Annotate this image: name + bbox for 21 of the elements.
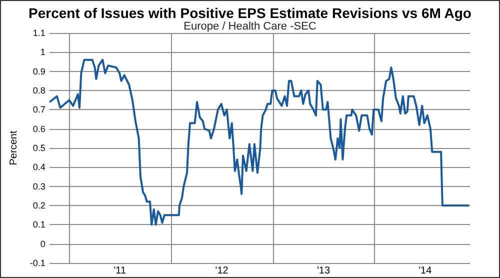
line-series (48, 58, 470, 226)
chart-title: Percent of Issues with Positive EPS Estimate Revisions vs 6M Ago (28, 5, 472, 21)
y-tick-label: 0.9 (32, 66, 46, 76)
y-tick-label: 0.6 (32, 124, 46, 134)
y-tick-label: 0.5 (32, 143, 46, 153)
x-tick-label: '12 (215, 266, 229, 276)
y-tick-label: 0.7 (32, 104, 46, 115)
y-tick-label: 0 (40, 238, 46, 249)
y-tick-label: 1 (40, 47, 46, 58)
y-tick-label: 0.1 (32, 220, 46, 230)
y-tick-label: 0.8 (32, 86, 46, 96)
x-tick-label: '13 (316, 266, 330, 276)
y-tick-label: -0.1 (30, 258, 46, 268)
x-tick-label: '11 (114, 266, 126, 276)
y-axis-title: Percent (8, 130, 20, 166)
chart-subtitle: Europe / Health Care -SEC (184, 20, 316, 32)
y-tick-label: 0.2 (32, 200, 46, 210)
y-tick-label: 0.4 (32, 162, 46, 172)
y-tick-label: 1.1 (32, 28, 46, 38)
x-tick-label: '14 (418, 266, 432, 276)
y-tick-label: 0.3 (32, 181, 46, 192)
